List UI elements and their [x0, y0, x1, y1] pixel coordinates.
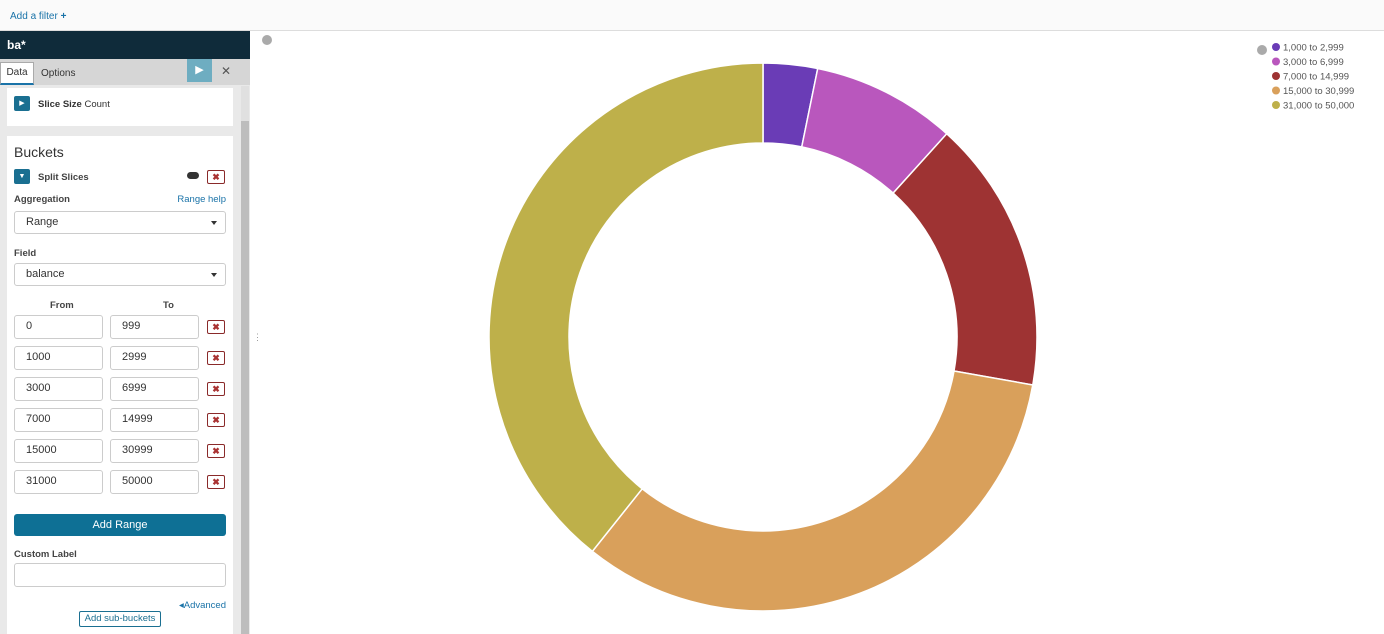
range-to[interactable]: 14999 — [110, 408, 199, 432]
legend-swatch — [1272, 101, 1280, 109]
field-label: Field — [14, 248, 37, 259]
remove-range[interactable]: ✖ — [207, 351, 225, 365]
remove-range[interactable]: ✖ — [207, 475, 225, 489]
range-from[interactable]: 31000 — [14, 470, 103, 494]
tabs: Data Options ▶ ✕ — [0, 59, 250, 85]
field-select[interactable]: balance — [14, 263, 226, 286]
collapse-button[interactable] — [262, 35, 272, 45]
legend-label[interactable]: 7,000 to 14,999 — [1283, 72, 1349, 83]
resize-handle[interactable]: ⋮ — [253, 332, 262, 342]
sidebar: ba* Data Options ▶ ✕ ▶ Slice Size Count … — [0, 31, 250, 634]
range-from[interactable]: 7000 — [14, 408, 103, 432]
range-to[interactable]: 6999 — [110, 377, 199, 401]
legend: 1,000 to 2,999 3,000 to 6,999 7,000 to 14,… — [1257, 43, 1354, 112]
enable-toggle[interactable] — [187, 172, 199, 179]
select-value: Range — [26, 216, 59, 228]
remove-range[interactable]: ✖ — [207, 444, 225, 458]
remove-range[interactable]: ✖ — [207, 320, 225, 334]
aggregation-label: Aggregation — [14, 194, 70, 205]
legend-swatch — [1272, 43, 1280, 51]
tab[interactable]: Options — [41, 68, 76, 79]
from-label: From — [50, 300, 74, 311]
legend-swatch — [1272, 57, 1280, 66]
buckets-title: Buckets — [14, 144, 64, 160]
add-range-button[interactable]: Add Range — [14, 514, 226, 536]
range-from[interactable]: 0 — [14, 315, 103, 339]
donut — [488, 62, 1038, 612]
range-to[interactable]: 50000 — [110, 470, 199, 494]
advanced-text: Advanced — [183, 600, 226, 611]
legend-label[interactable]: 15,000 to 30,999 — [1283, 86, 1354, 97]
metric-label: Slice Size — [38, 99, 82, 110]
slice[interactable] — [488, 62, 764, 553]
discard-button[interactable]: ✕ — [221, 64, 232, 78]
aggregation-select[interactable]: Range — [14, 211, 226, 234]
slice[interactable] — [892, 132, 1038, 386]
range-to[interactable]: 999 — [110, 315, 199, 339]
legend-label[interactable]: 31,000 to 50,000 — [1283, 101, 1354, 112]
legend-swatch — [1272, 72, 1280, 80]
range-from[interactable]: 1000 — [14, 346, 103, 370]
chart: 1,000 to 2,999 3,000 to 6,999 7,000 to 14,… — [262, 35, 1354, 612]
to-label: To — [163, 300, 174, 311]
legend-swatch — [1272, 86, 1280, 95]
filter-bar: Add a filter + — [0, 0, 1384, 31]
scrollbar — [241, 86, 249, 634]
advanced-link[interactable]: ◂Advanced — [178, 600, 226, 611]
range-to[interactable]: 2999 — [110, 346, 199, 370]
range-from[interactable]: 3000 — [14, 377, 103, 401]
range-to[interactable]: 30999 — [110, 439, 199, 463]
index-pattern: ba* — [0, 31, 250, 59]
toggle[interactable]: ▼ — [14, 169, 30, 184]
remove-button[interactable]: ✖ — [207, 170, 225, 184]
help-link[interactable]: Range help — [177, 194, 226, 205]
legend-label[interactable]: 1,000 to 2,999 — [1283, 43, 1344, 54]
range-from[interactable]: 15000 — [14, 439, 103, 463]
tab[interactable]: Data — [0, 62, 34, 85]
scroll-thumb[interactable] — [241, 121, 249, 634]
slice[interactable] — [591, 370, 1034, 612]
remove-range[interactable]: ✖ — [207, 382, 225, 396]
legend-toggle[interactable] — [1257, 45, 1267, 55]
toggle[interactable]: ▶ — [14, 96, 30, 111]
metrics-panel: ▶ Slice Size Count — [7, 88, 233, 126]
apply-button[interactable]: ▶ — [187, 59, 212, 82]
add-filter-text: Add a filter — [10, 11, 58, 22]
bucket-type: Split Slices — [38, 172, 89, 183]
add-filter[interactable]: Add a filter + — [10, 11, 67, 22]
legend-label[interactable]: 3,000 to 6,999 — [1283, 57, 1344, 68]
add-sub-buckets[interactable]: Add sub-buckets — [79, 611, 161, 627]
custom-label: Custom Label — [14, 549, 77, 560]
metric-value: Count — [84, 99, 110, 110]
select-value: balance — [26, 268, 65, 280]
custom-label-input[interactable] — [14, 563, 226, 587]
remove-range[interactable]: ✖ — [207, 413, 225, 427]
